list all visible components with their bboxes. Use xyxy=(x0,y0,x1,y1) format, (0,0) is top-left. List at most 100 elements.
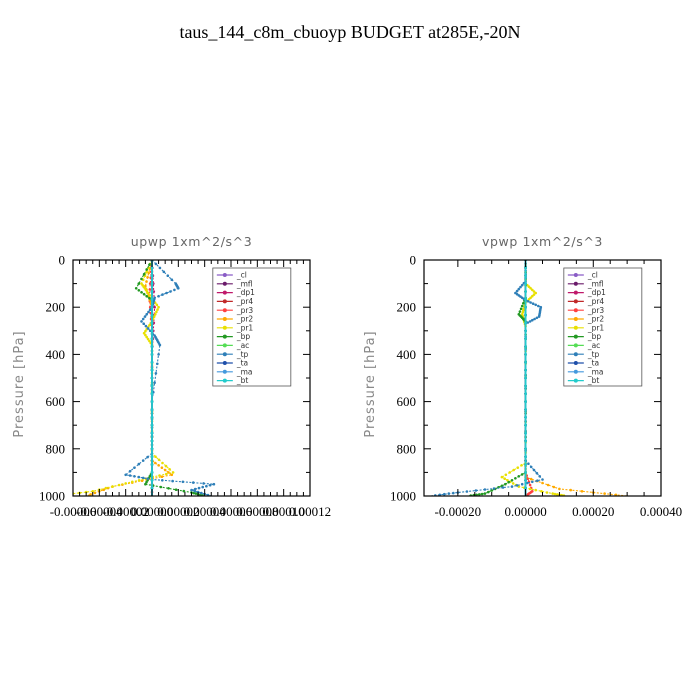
series-marker xyxy=(524,290,527,293)
series-marker xyxy=(524,345,527,348)
series-marker xyxy=(174,488,178,492)
legend-label: _ac xyxy=(236,341,249,350)
series-marker xyxy=(117,483,121,487)
panel-title: upwp 1xm^2/s^3 xyxy=(131,234,253,249)
series-marker xyxy=(192,491,195,495)
series-marker xyxy=(480,492,484,496)
y-tick-label: 400 xyxy=(397,347,417,362)
series-marker xyxy=(524,408,527,411)
x-tick-label: 0.00006 xyxy=(210,504,253,519)
series-marker xyxy=(164,464,168,468)
series-marker xyxy=(150,463,154,466)
series-marker xyxy=(150,423,154,427)
series-marker xyxy=(160,466,164,470)
series-marker xyxy=(569,488,572,492)
x-tick-label: 0.00020 xyxy=(572,504,614,519)
legend-marker xyxy=(222,369,227,374)
series-marker xyxy=(150,266,154,270)
page-title: taus_144_c8m_cbuoyp BUDGET at285E,-20N xyxy=(179,22,521,42)
legend-label: _mfl xyxy=(587,279,604,288)
series-marker xyxy=(150,361,154,364)
series-marker xyxy=(516,466,519,470)
series-marker xyxy=(501,486,505,489)
legend-label: _tp xyxy=(236,350,249,359)
series-marker xyxy=(528,487,532,491)
series-marker xyxy=(89,493,92,496)
series-marker xyxy=(152,290,156,293)
series-marker xyxy=(146,291,150,295)
series-marker xyxy=(134,287,138,290)
series-marker xyxy=(500,475,504,479)
x-tick-label: 0.00010 xyxy=(263,504,305,519)
series-marker xyxy=(520,482,524,486)
series-marker xyxy=(492,487,496,490)
series-marker xyxy=(526,300,530,303)
series-marker xyxy=(171,479,174,483)
series-marker xyxy=(465,490,469,493)
series-marker xyxy=(514,477,517,480)
y-tick-label: 0 xyxy=(59,253,66,268)
series-marker xyxy=(154,262,158,266)
series-marker xyxy=(150,376,154,380)
series-marker xyxy=(150,290,154,293)
series-marker xyxy=(147,271,150,275)
series-marker xyxy=(161,293,164,296)
series-marker xyxy=(521,311,525,314)
series-marker xyxy=(111,485,114,488)
series-marker xyxy=(512,468,515,472)
series-marker xyxy=(438,493,442,496)
series-marker xyxy=(150,400,154,403)
series-marker xyxy=(148,329,152,333)
series-marker xyxy=(170,473,174,477)
series-marker xyxy=(128,474,132,477)
series-marker xyxy=(524,471,527,474)
series-marker xyxy=(474,489,478,492)
series-marker xyxy=(537,304,540,308)
x-tick-label: 0.00040 xyxy=(640,504,682,519)
series-marker xyxy=(137,289,141,292)
series-marker xyxy=(534,488,537,492)
series-marker xyxy=(157,353,160,356)
series-marker xyxy=(551,492,554,495)
series-marker xyxy=(140,277,143,281)
series-marker xyxy=(181,480,185,484)
series-marker xyxy=(124,482,127,485)
series-marker xyxy=(153,381,156,385)
series-marker xyxy=(517,475,521,478)
series-marker xyxy=(603,492,606,495)
series-marker xyxy=(532,293,536,296)
legend-label: _ta xyxy=(236,359,248,368)
series-marker xyxy=(146,337,150,341)
series-marker xyxy=(555,493,559,496)
series-marker xyxy=(133,475,136,478)
legend-marker xyxy=(573,369,578,374)
y-tick-label: 0 xyxy=(410,253,417,268)
series-marker xyxy=(531,318,534,322)
legend-marker xyxy=(573,281,578,286)
legend-marker xyxy=(573,361,578,365)
series-marker xyxy=(128,469,132,473)
series-marker xyxy=(527,285,531,289)
series-marker xyxy=(524,337,527,341)
series-marker xyxy=(142,331,146,335)
series-marker xyxy=(452,491,455,495)
series-marker xyxy=(524,479,527,482)
series-marker xyxy=(212,482,216,486)
chart-panel-1: upwp 1xm^2/s^3 Pressure [hPa] 0 200 400 600 80… xyxy=(12,234,331,519)
series-marker xyxy=(150,329,154,333)
series-marker xyxy=(487,490,490,494)
series-marker xyxy=(150,439,154,443)
series-marker xyxy=(192,481,195,484)
series-marker xyxy=(150,274,154,278)
series-marker xyxy=(145,480,148,484)
series-marker xyxy=(535,316,539,320)
series-marker xyxy=(504,482,507,486)
series-marker xyxy=(478,493,481,496)
series-marker xyxy=(190,488,193,492)
series-marker xyxy=(552,485,556,489)
series-marker xyxy=(614,493,618,496)
series-marker xyxy=(533,317,536,321)
series-marker xyxy=(142,272,146,276)
series-marker xyxy=(169,290,172,293)
series-marker xyxy=(193,489,197,493)
